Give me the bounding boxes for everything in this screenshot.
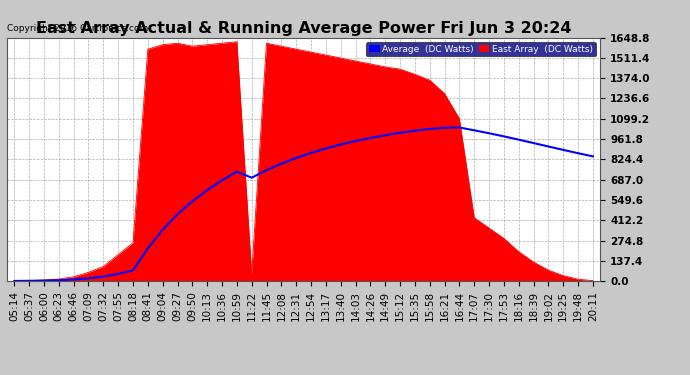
Text: Copyright 2016 Cartronics.com: Copyright 2016 Cartronics.com (7, 24, 148, 33)
Title: East Array Actual & Running Average Power Fri Jun 3 20:24: East Array Actual & Running Average Powe… (36, 21, 571, 36)
Legend: Average  (DC Watts), East Array  (DC Watts): Average (DC Watts), East Array (DC Watts… (366, 42, 595, 56)
